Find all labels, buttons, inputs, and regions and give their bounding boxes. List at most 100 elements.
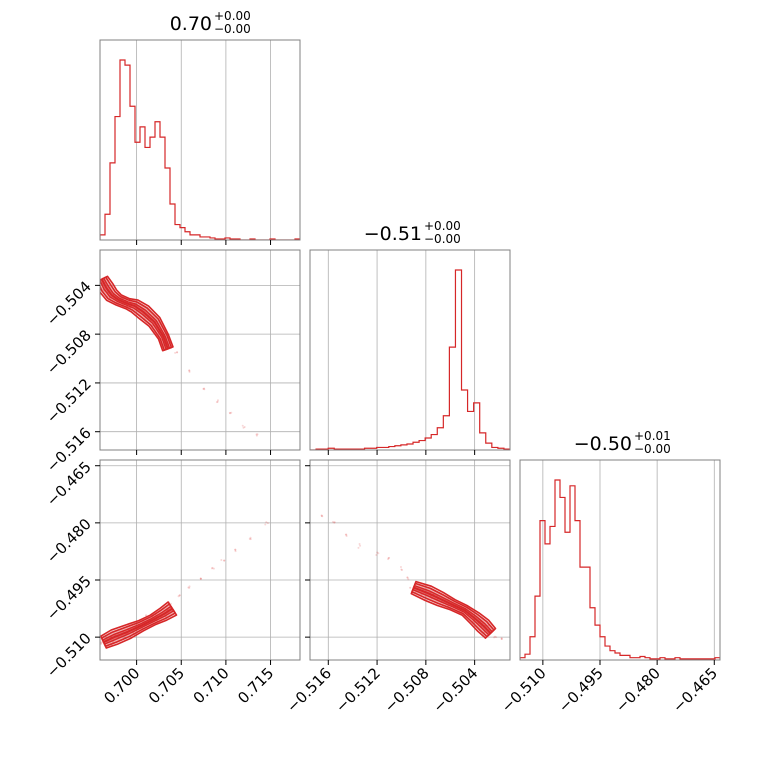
panel-2-0: 0.700 0.705 0.710 0.715−0.510−0.495−0.480−0… (43, 458, 301, 707)
scatter-point (199, 577, 202, 580)
scatter-point (228, 411, 231, 414)
scatter-point (321, 515, 324, 518)
scatter-point (249, 538, 252, 541)
scatter-point (202, 387, 205, 390)
scatter-point (320, 515, 323, 518)
scatter-point (265, 521, 268, 524)
scatter-point (400, 568, 403, 571)
scatter-point (215, 401, 218, 404)
scatter-point (255, 434, 258, 437)
y-tick-label: −0.508 (43, 326, 95, 378)
scatter-point (188, 369, 191, 372)
scatter-point (388, 556, 391, 559)
scatter-point (493, 635, 496, 638)
y-tick-label: −0.512 (43, 375, 95, 427)
scatter-point (399, 566, 402, 569)
scatter-point (406, 576, 409, 579)
x-tick-label: −0.516 (283, 664, 335, 716)
scatter-point (241, 424, 244, 427)
y-tick-label: −0.510 (43, 629, 95, 681)
y-tick-label: −0.504 (43, 277, 95, 329)
scatter-point (493, 636, 496, 639)
panel-frame (99, 459, 301, 661)
panel-title-upper-error: +0.00 (424, 219, 461, 233)
contour-core (413, 586, 492, 634)
scatter-point (100, 642, 103, 645)
panel-plot-area (100, 40, 300, 240)
histogram-step (100, 59, 300, 240)
scatter-point (203, 387, 206, 390)
scatter-point (223, 559, 226, 562)
scatter-point (500, 638, 503, 641)
panel-title-lower-error: −0.00 (214, 22, 251, 36)
scatter-point (216, 400, 219, 403)
panel-title-value: 0.70 (170, 13, 212, 35)
scatter-point (178, 594, 181, 597)
panel-title-lower-error: −0.00 (424, 232, 461, 246)
scatter-point (175, 351, 178, 354)
panel-1-1: −0.51 +0.00−0.00 (309, 219, 511, 455)
x-tick-label: −0.495 (555, 664, 607, 716)
scatter-point (199, 577, 202, 580)
scatter-point (359, 544, 362, 547)
scatter-point (387, 556, 390, 559)
scatter-point (248, 537, 251, 540)
scatter-point (178, 594, 181, 597)
x-tick-label: 0.705 (145, 664, 188, 707)
panel-plot-area (100, 250, 300, 450)
scatter-point (345, 535, 348, 538)
scatter-point (406, 576, 409, 579)
scatter-point (188, 370, 191, 373)
scatter-point (188, 585, 191, 588)
scatter-point (331, 520, 334, 523)
scatter-point (357, 546, 360, 549)
scatter-point (407, 578, 410, 581)
x-tick-label: 0.715 (234, 664, 277, 707)
scatter-point (199, 577, 202, 580)
y-tick-label: −0.495 (43, 572, 95, 624)
panel-title-value: −0.51 (364, 223, 422, 245)
panel-plot-area (520, 460, 720, 660)
panel-plot-area (310, 460, 510, 660)
scatter-point (333, 521, 336, 524)
scatter-point (176, 351, 179, 354)
scatter-point (145, 614, 148, 617)
scatter-point (100, 641, 103, 644)
scatter-point (377, 552, 380, 555)
scatter-point (249, 536, 252, 539)
contour-level (412, 584, 493, 636)
x-tick-label: −0.465 (669, 664, 721, 716)
scatter-point (242, 426, 245, 429)
panel-title-lower-error: −0.00 (634, 442, 671, 456)
scatter-point (255, 433, 258, 436)
scatter-point (220, 559, 223, 562)
scatter-point (333, 521, 336, 524)
contour-level (100, 276, 173, 351)
x-tick-label: −0.480 (612, 664, 664, 716)
scatter-point (409, 586, 412, 589)
scatter-point (230, 411, 233, 414)
contour-level (100, 277, 171, 351)
x-tick-label: −0.508 (381, 664, 433, 716)
panel-frame (99, 39, 301, 241)
scatter-point (344, 533, 347, 536)
scatter-point (223, 559, 226, 562)
x-tick-label: 0.710 (190, 664, 233, 707)
panel-title-upper-error: +0.00 (214, 9, 251, 23)
scatter-point (187, 586, 190, 589)
panel-plot-area (310, 250, 510, 450)
scatter-point (234, 548, 237, 551)
panel-plot-area (100, 460, 300, 660)
scatter-point (211, 567, 214, 570)
scatter-point (211, 566, 214, 569)
histogram-step (520, 479, 720, 660)
x-tick-label: 0.700 (100, 664, 143, 707)
panel-frame (99, 249, 301, 451)
scatter-point (401, 569, 404, 572)
scatter-point (203, 388, 206, 391)
panel-0-0: 0.70 +0.00−0.00 (99, 9, 301, 245)
scatter-point (256, 433, 259, 436)
x-tick-label: −0.510 (498, 664, 550, 716)
